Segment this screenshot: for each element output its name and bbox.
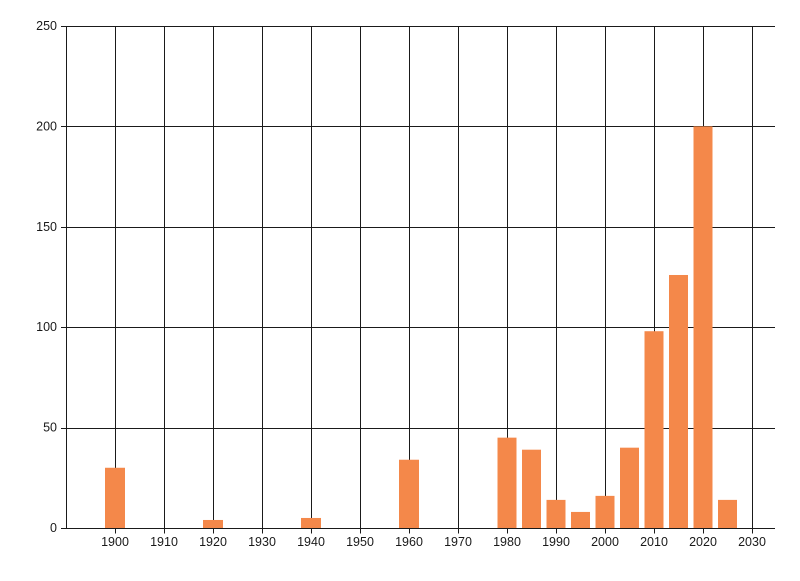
svg-text:1940: 1940: [297, 535, 325, 549]
svg-text:2010: 2010: [640, 535, 668, 549]
svg-text:50: 50: [43, 421, 57, 435]
svg-text:150: 150: [36, 220, 57, 234]
svg-text:1930: 1930: [248, 535, 276, 549]
svg-text:200: 200: [36, 119, 57, 133]
svg-text:2020: 2020: [689, 535, 717, 549]
svg-text:2000: 2000: [591, 535, 619, 549]
svg-text:1960: 1960: [395, 535, 423, 549]
svg-text:1970: 1970: [444, 535, 472, 549]
svg-text:1920: 1920: [199, 535, 227, 549]
svg-text:1900: 1900: [101, 535, 129, 549]
svg-text:1990: 1990: [542, 535, 570, 549]
svg-text:1910: 1910: [150, 535, 178, 549]
svg-text:2030: 2030: [738, 535, 766, 549]
svg-text:0: 0: [50, 521, 57, 535]
svg-text:1950: 1950: [346, 535, 374, 549]
svg-text:1980: 1980: [493, 535, 521, 549]
svg-text:100: 100: [36, 320, 57, 334]
svg-text:250: 250: [36, 19, 57, 33]
